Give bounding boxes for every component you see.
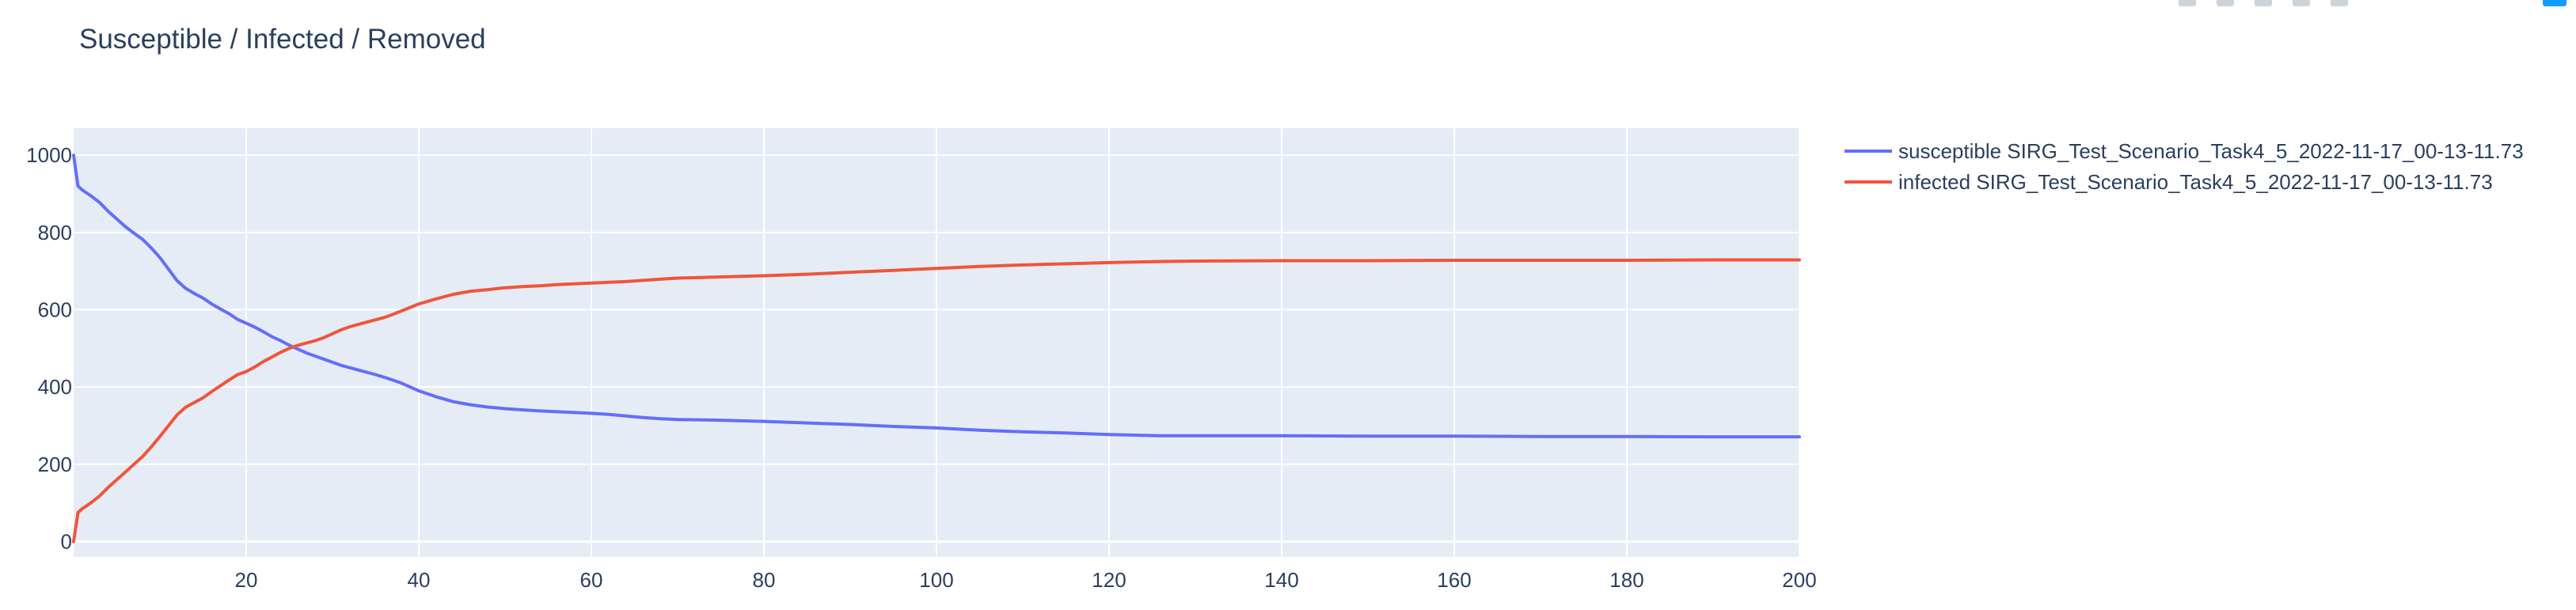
x-tick-label: 80	[753, 568, 776, 592]
y-tick-label: 600	[38, 297, 72, 321]
y-tick-label: 0	[61, 529, 72, 553]
y-tick-label: 1000	[26, 143, 72, 167]
modebar-pan-icon[interactable]	[2217, 0, 2234, 6]
x-tick-label: 180	[1609, 568, 1643, 592]
x-tick-label: 60	[580, 568, 603, 592]
series-line-susceptible[interactable]	[72, 153, 1801, 439]
legend-label[interactable]: infected SIRG_Test_Scenario_Task4_5_2022…	[1898, 170, 2493, 194]
axis-tick-labels: 20 40 60 80 100 120 140 160 180 200 0 200 400 600 800 1…	[26, 143, 1817, 592]
legend: susceptible SIRG_Test_Scenario_Task4_5_2…	[1845, 139, 2524, 194]
x-tick-label: 20	[235, 568, 258, 592]
y-tick-label: 200	[38, 453, 72, 476]
series-line-infected[interactable]	[72, 258, 1801, 544]
x-tick-label: 100	[919, 568, 953, 592]
x-tick-label: 40	[408, 568, 431, 592]
x-tick-label: 120	[1092, 568, 1126, 592]
modebar-zoom-in-icon[interactable]	[2331, 0, 2348, 6]
chart-title: Susceptible / Infected / Removed	[79, 24, 486, 55]
grid-lines	[74, 128, 1800, 557]
y-tick-label: 800	[38, 221, 72, 244]
modebar-zoom-icon[interactable]	[2179, 0, 2196, 6]
modebar-logo-icon[interactable]	[2543, 0, 2567, 6]
x-tick-label: 140	[1264, 568, 1298, 592]
legend-label[interactable]: susceptible SIRG_Test_Scenario_Task4_5_2…	[1898, 139, 2524, 163]
modebar-box-select-icon[interactable]	[2255, 0, 2272, 6]
series-lines	[72, 153, 1801, 544]
y-tick-label: 400	[38, 375, 72, 399]
modebar-lasso-icon[interactable]	[2293, 0, 2310, 6]
x-tick-label: 200	[1782, 568, 1816, 592]
x-tick-label: 160	[1437, 568, 1471, 592]
